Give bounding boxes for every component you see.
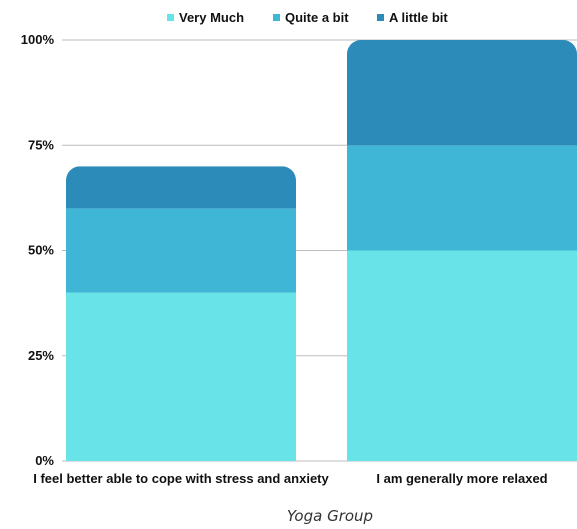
legend-label: Very Much	[179, 10, 244, 25]
legend-swatch	[273, 14, 280, 21]
x-category-label: I feel better able to cope with stress a…	[33, 471, 329, 486]
x-axis-label: Yoga Group	[287, 507, 373, 525]
legend-label: A little bit	[389, 10, 448, 25]
y-tick-label: 0%	[35, 453, 54, 468]
bar-stack	[347, 40, 577, 461]
legend-swatch	[377, 14, 384, 21]
bars	[66, 40, 577, 461]
legend: Very Much Quite a bit A little bit	[167, 10, 448, 25]
bar-segment	[347, 145, 577, 251]
y-tick-label: 25%	[28, 348, 54, 363]
y-tick-label: 75%	[28, 137, 54, 152]
bar-segment	[66, 208, 296, 293]
bar-segment	[347, 250, 577, 461]
bar-segment	[66, 166, 296, 209]
bar-segment	[66, 292, 296, 461]
x-category-label: I am generally more relaxed	[376, 471, 547, 486]
legend-swatch	[167, 14, 174, 21]
y-axis-ticks: 0% 25% 50% 75% 100%	[21, 32, 55, 468]
bar-segment	[347, 40, 577, 146]
y-tick-label: 100%	[21, 32, 55, 47]
y-tick-label: 50%	[28, 243, 54, 258]
bar-stack	[66, 166, 296, 461]
legend-label: Quite a bit	[285, 10, 349, 25]
x-axis-categories: I feel better able to cope with stress a…	[33, 471, 547, 486]
